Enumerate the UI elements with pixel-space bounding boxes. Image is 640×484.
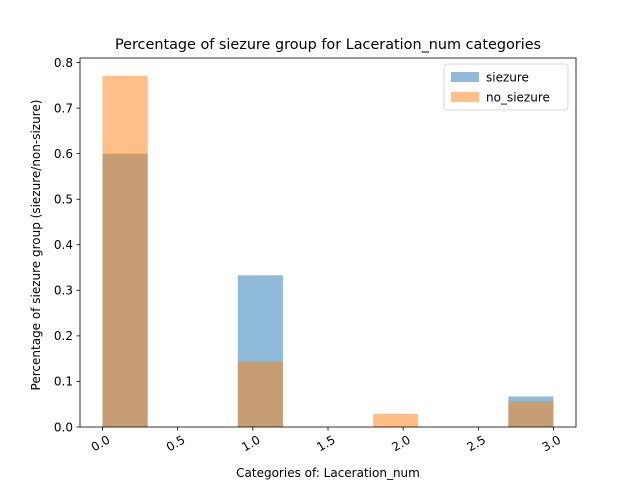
y-axis-ticks: 0.0 0.1 0.2 0.3 0.4 0.5 0.6 0.7 0.8	[54, 56, 80, 434]
chart-title: Percentage of siezure group for Lacerati…	[115, 37, 541, 53]
x-axis-label: Categories of: Laceration_num	[236, 466, 420, 480]
legend-label-no_siezure: no_siezure	[486, 91, 550, 105]
y-tick-label: 0.1	[54, 375, 73, 389]
x-tick-label: 1.5	[314, 433, 338, 455]
y-axis-label: Percentage of siezure group (siezure/non…	[29, 100, 43, 391]
bar-no_siezure-bin-6	[373, 413, 419, 427]
y-tick-label: 0.3	[54, 284, 73, 298]
axes-group	[79, 57, 577, 428]
legend: siezure no_siezure	[443, 63, 569, 111]
y-tick-label: 0.2	[54, 329, 73, 343]
x-axis-ticks: 0.0 0.5 1.0 1.5 2.0 2.5 3.0	[89, 427, 563, 454]
x-tick-label: 2.0	[389, 433, 413, 455]
y-tick-label: 0.5	[54, 193, 73, 207]
y-tick-label: 0.7	[54, 101, 73, 115]
legend-swatch-no_siezure	[451, 92, 479, 102]
x-tick-label: 0.5	[164, 433, 188, 455]
y-tick-label: 0.8	[54, 56, 73, 70]
y-tick-label: 0.4	[54, 238, 73, 252]
bars-group	[102, 75, 554, 428]
x-tick-label: 2.5	[465, 433, 489, 455]
bar-no_siezure-bin-3	[237, 361, 283, 427]
legend-label-siezure: siezure	[486, 71, 529, 85]
y-tick-label: 0.6	[54, 147, 73, 161]
bar-no_siezure-bin-9	[508, 401, 554, 427]
y-tick-label: 0.0	[54, 420, 73, 434]
legend-swatch-siezure	[451, 72, 479, 82]
x-tick-label: 3.0	[540, 433, 564, 455]
plot-frame	[79, 57, 577, 428]
bar-no_siezure-bin-0	[102, 75, 148, 428]
x-tick-label: 0.0	[89, 433, 113, 455]
x-tick-label: 1.0	[239, 433, 263, 455]
